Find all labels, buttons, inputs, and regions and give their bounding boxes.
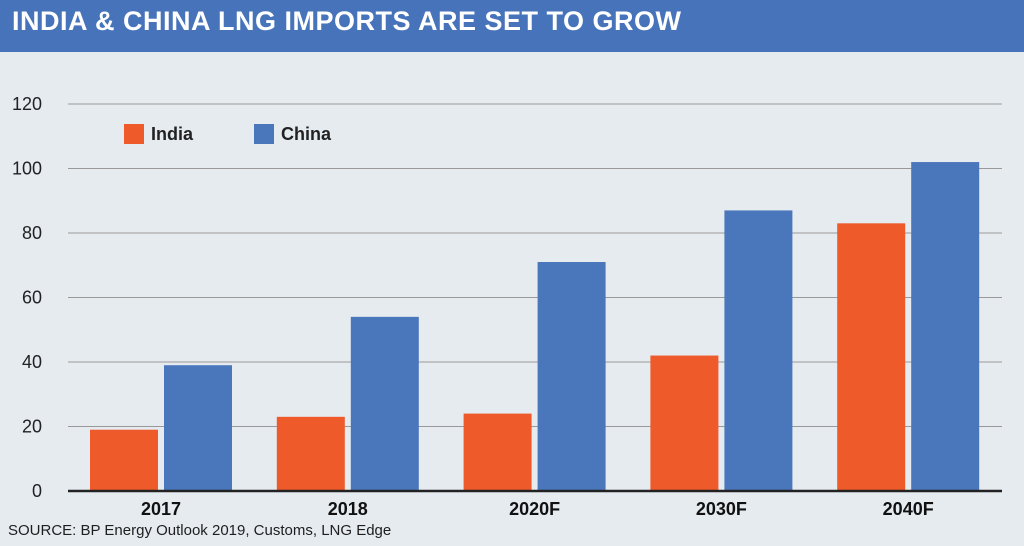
y-tick-label: 120 — [12, 94, 42, 114]
bar-india — [90, 429, 158, 491]
x-tick-label: 2040F — [883, 499, 934, 519]
y-tick-label: 100 — [12, 159, 42, 179]
chart-title: INDIA & CHINA LNG IMPORTS ARE SET TO GRO… — [12, 6, 682, 36]
x-tick-label: 2018 — [328, 499, 368, 519]
y-tick-label: 60 — [22, 288, 42, 308]
x-tick-label: 2017 — [141, 499, 181, 519]
bar-india — [463, 413, 532, 491]
y-tick-label: 80 — [22, 223, 42, 243]
y-tick-label: 20 — [22, 417, 42, 437]
title-bar: INDIA & CHINA LNG IMPORTS ARE SET TO GRO… — [0, 0, 1024, 52]
bar-china — [164, 365, 232, 491]
y-tick-label: 40 — [22, 352, 42, 372]
bar-india — [276, 416, 345, 491]
bar-china — [724, 210, 793, 492]
legend-label-india: India — [151, 124, 194, 144]
legend-swatch-india — [124, 124, 144, 144]
x-tick-label: 2020F — [509, 499, 560, 519]
y-tick-label: 0 — [32, 481, 42, 501]
bar-india — [837, 223, 906, 491]
bar-china — [350, 316, 419, 491]
bar-india — [650, 355, 719, 491]
legend-swatch-china — [254, 124, 274, 144]
bar-china — [911, 162, 980, 492]
source-note: SOURCE: BP Energy Outlook 2019, Customs,… — [8, 522, 392, 539]
legend-label-china: China — [281, 124, 332, 144]
bar-china — [537, 262, 606, 491]
x-tick-label: 2030F — [696, 499, 747, 519]
